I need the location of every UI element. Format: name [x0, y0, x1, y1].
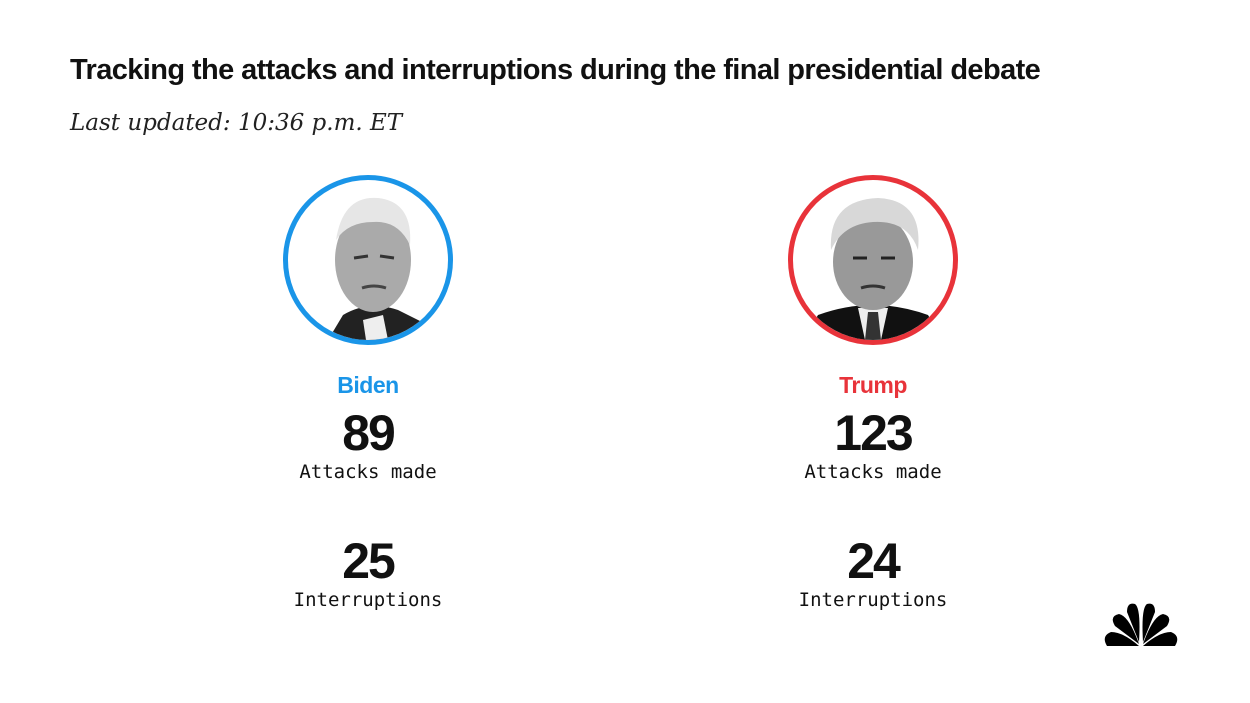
nbc-peacock-icon [1103, 600, 1179, 653]
attacks-label: Attacks made [804, 461, 942, 483]
interruptions-label: Interruptions [798, 589, 948, 611]
trump-portrait [788, 175, 958, 345]
attacks-label: Attacks made [299, 461, 437, 483]
attacks-count: 123 [834, 405, 913, 461]
interruptions-count: 24 [847, 533, 901, 589]
page-title: Tracking the attacks and interruptions d… [70, 54, 1041, 86]
candidate-name: Trump [839, 372, 907, 398]
attacks-count: 89 [342, 405, 396, 461]
candidate-biden: Biden 89 Attacks made 25 Interruptions [218, 175, 518, 611]
biden-portrait [283, 175, 453, 345]
last-updated: Last updated: 10:36 p.m. ET [70, 110, 403, 136]
interruptions-label: Interruptions [293, 589, 443, 611]
candidate-name: Biden [337, 372, 399, 398]
candidate-trump: Trump 123 Attacks made 24 Interruptions [723, 175, 1023, 611]
interruptions-count: 25 [342, 533, 396, 589]
